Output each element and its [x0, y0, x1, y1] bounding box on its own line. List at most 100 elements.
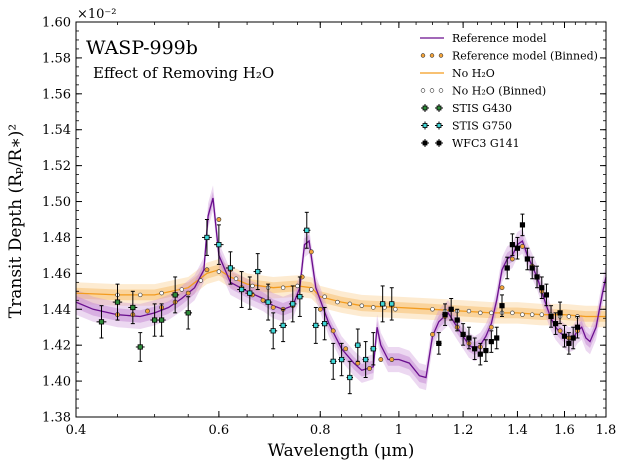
chart-title: WASP-999b — [86, 37, 198, 59]
wfc3-g141-point — [519, 213, 526, 237]
y-tick-label: 1.40 — [42, 375, 71, 390]
reference-binned-point — [308, 249, 314, 255]
stis-g750-point — [321, 306, 329, 341]
wfc3-g141-point — [472, 337, 478, 361]
x-tick-label: 1.8 — [596, 423, 617, 438]
x-tick-label: 1.2 — [453, 423, 474, 438]
stis-g430-marker — [185, 310, 191, 316]
stis-g750-point — [362, 341, 369, 378]
wfc3-g141-point — [566, 332, 572, 355]
y-tick-label: 1.56 — [42, 87, 71, 102]
legend-label: No H₂O — [452, 67, 495, 80]
stis-g430-marker — [137, 344, 143, 350]
wfc3-g141-marker — [543, 292, 550, 298]
stis-g750-marker — [330, 358, 336, 364]
stis-g750-point — [253, 253, 262, 291]
no-h2o-binned-point — [539, 312, 544, 317]
x-axis-title: Wavelength (μm) — [268, 441, 415, 461]
no-h2o-binned-point — [478, 310, 483, 316]
wfc3-g141-marker — [566, 340, 572, 346]
reference-band-inner — [76, 191, 606, 384]
stis-g430-marker — [130, 304, 136, 311]
legend-dot-swatch — [429, 88, 435, 93]
wfc3-g141-point — [504, 256, 510, 280]
stis-g750-marker — [389, 301, 395, 307]
wfc3-g141-point — [529, 256, 535, 280]
legend-dot-swatch — [429, 53, 435, 58]
stis-g750-point — [269, 312, 278, 350]
stis-g750-marker — [304, 227, 310, 233]
reference-binned-point — [488, 324, 494, 330]
no-h2o-binned-point — [520, 312, 525, 317]
wfc3-g141-point — [466, 326, 472, 350]
x-tick-label: 0.8 — [310, 423, 331, 438]
wfc3-g141-point — [539, 276, 545, 299]
reference-binned-point — [270, 305, 276, 310]
wfc3-g141-marker — [519, 222, 526, 228]
legend-dot-swatch — [438, 88, 444, 93]
no-h2o-binned-point — [280, 285, 286, 290]
legend-item: STIS G750 — [421, 120, 512, 133]
stis-g750-marker — [322, 321, 328, 327]
stis-g750-marker — [247, 290, 253, 296]
no-h2o-binned-point — [138, 292, 143, 298]
stis-g430-point — [112, 283, 123, 321]
stis-g430-marker — [172, 292, 178, 298]
y-axis-title: Transit Depth (Rₚ/R∗)² — [6, 124, 26, 318]
no-h2o-binned-point — [393, 307, 398, 312]
wfc3-g141-marker — [557, 310, 563, 316]
stis-g750-marker — [265, 299, 271, 305]
legend-item: Reference model — [420, 32, 547, 45]
no-h2o-binned-point — [309, 287, 314, 292]
legend-dot-swatch — [438, 53, 444, 58]
chart-subtitle: Effect of Removing H₂O — [93, 64, 274, 82]
stis-g430-point — [135, 332, 145, 362]
legend-label: Reference model (Binned) — [452, 50, 598, 63]
y-tick-label: 1.50 — [42, 195, 71, 210]
stis-g750-marker — [239, 286, 245, 293]
stis-g430-marker — [98, 319, 105, 325]
model-uncertainty-bands — [76, 185, 606, 391]
stis-g750-point — [245, 276, 255, 310]
y-tick-label: 1.46 — [42, 267, 71, 282]
legend-dot-swatch — [420, 53, 426, 58]
reference-binned-point — [499, 285, 505, 291]
stis-g750-marker — [227, 265, 234, 271]
stis-g430-point — [150, 303, 159, 337]
no-h2o-binned-point — [295, 283, 300, 289]
stis-g750-point — [202, 219, 212, 256]
wfc3-g141-point — [543, 283, 550, 307]
stis-g750-point — [329, 342, 337, 380]
wfc3-g141-marker — [561, 333, 568, 339]
wfc3-g141-point — [448, 298, 454, 321]
stis-g750-marker — [255, 268, 261, 275]
no-h2o-binned-point — [250, 283, 255, 289]
stis-g750-point — [388, 287, 395, 321]
y-tick-label: 1.48 — [42, 231, 71, 246]
stis-g750-marker — [339, 356, 345, 363]
wfc3-g141-point — [514, 236, 521, 260]
y-tick-label: 1.44 — [42, 303, 71, 318]
no-h2o-binned-point — [179, 287, 184, 292]
wfc3-g141-marker — [483, 347, 489, 354]
wfc3-g141-marker — [472, 346, 478, 352]
no-h2o-binned-point — [510, 310, 515, 316]
wfc3-g141-marker — [574, 324, 581, 330]
wfc3-g141-point — [557, 301, 563, 325]
stis-g750-marker — [313, 322, 319, 329]
stis-g750-marker — [347, 374, 353, 381]
stis-g430-point — [171, 276, 180, 314]
legend-item: No H₂O — [420, 67, 495, 80]
legend-item: Reference model (Binned) — [420, 50, 598, 63]
axis-tick-labels: 1.38 1.40 1.42 1.44 1.46 1.48 1.50 1.52 1.54 1.56… — [42, 16, 616, 439]
y-tick-label: 1.58 — [42, 51, 71, 66]
reference-binned-point — [145, 308, 150, 314]
legend-label: STIS G750 — [452, 120, 512, 133]
no-h2o-binned-point — [466, 308, 472, 314]
no-h2o-binned-point — [566, 314, 572, 319]
wfc3-g141-marker — [504, 265, 510, 271]
no-h2o-binned-point — [489, 310, 494, 316]
wfc3-g141-point — [548, 305, 554, 328]
stis-g750-point — [354, 328, 361, 362]
